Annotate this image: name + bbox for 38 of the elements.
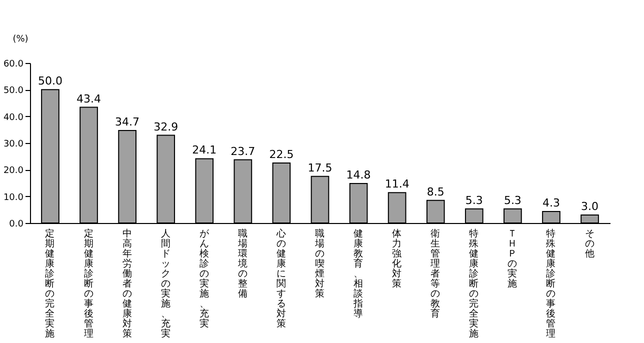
data-label: 50.0 (38, 74, 62, 88)
y-tick-label: 50.0 (3, 86, 24, 96)
category-label: 中高年労働者の健康対策 (122, 228, 132, 340)
y-tick-label: 30.0 (3, 140, 24, 150)
category-label: 定期健康診断の完全実施 (45, 228, 56, 340)
y-tick-label: 20.0 (3, 166, 24, 176)
data-label: 43.4 (76, 92, 102, 106)
data-label: 5.3 (504, 194, 522, 207)
category-label: 定期健康診断の事後管理 (84, 228, 94, 340)
y-axis-title: (%) (12, 34, 28, 44)
y-tick-label: 10.0 (3, 192, 24, 203)
data-label: 34.7 (115, 115, 140, 128)
data-label: 14.8 (346, 168, 371, 182)
x-tick-label: ＴＨＰの実施 (508, 228, 518, 290)
category-label: 心の健康に関する対策 (276, 228, 286, 330)
data-label: 5.3 (465, 194, 483, 207)
x-tick-label: その他 (584, 228, 595, 260)
data-label: 17.5 (308, 161, 332, 174)
data-label: 24.1 (192, 144, 217, 157)
category-label: がん検診の実施、充実 (199, 228, 210, 330)
x-tick-label: 職場の喫煙対策 (314, 228, 325, 300)
x-tick-label: 体力強化対策 (392, 228, 402, 290)
category-label: 特殊健康診断の事後管理 (546, 228, 556, 340)
data-label: 23.7 (230, 144, 256, 158)
x-tick-label: 職場環境の整備 (236, 228, 248, 300)
category-label: 人間ドックの実施、充実 (160, 228, 171, 340)
data-label: 8.5 (426, 185, 444, 198)
y-tick-label: 0.0 (9, 220, 24, 230)
y-tick-label: 60.0 (3, 60, 24, 70)
data-label: 32.9 (154, 120, 178, 134)
y-tick-label: 40.0 (3, 112, 24, 123)
data-label: 22.5 (269, 148, 294, 161)
data-label: 11.4 (384, 178, 410, 191)
category-label: 衛生管理者等の教育 (430, 228, 441, 320)
category-label: 健康教育、相談指導 (354, 228, 364, 320)
category-label: 特殊健康診断の完全実施 (469, 228, 480, 340)
data-label: 4.3 (542, 196, 560, 210)
data-label: 3.0 (581, 200, 599, 213)
